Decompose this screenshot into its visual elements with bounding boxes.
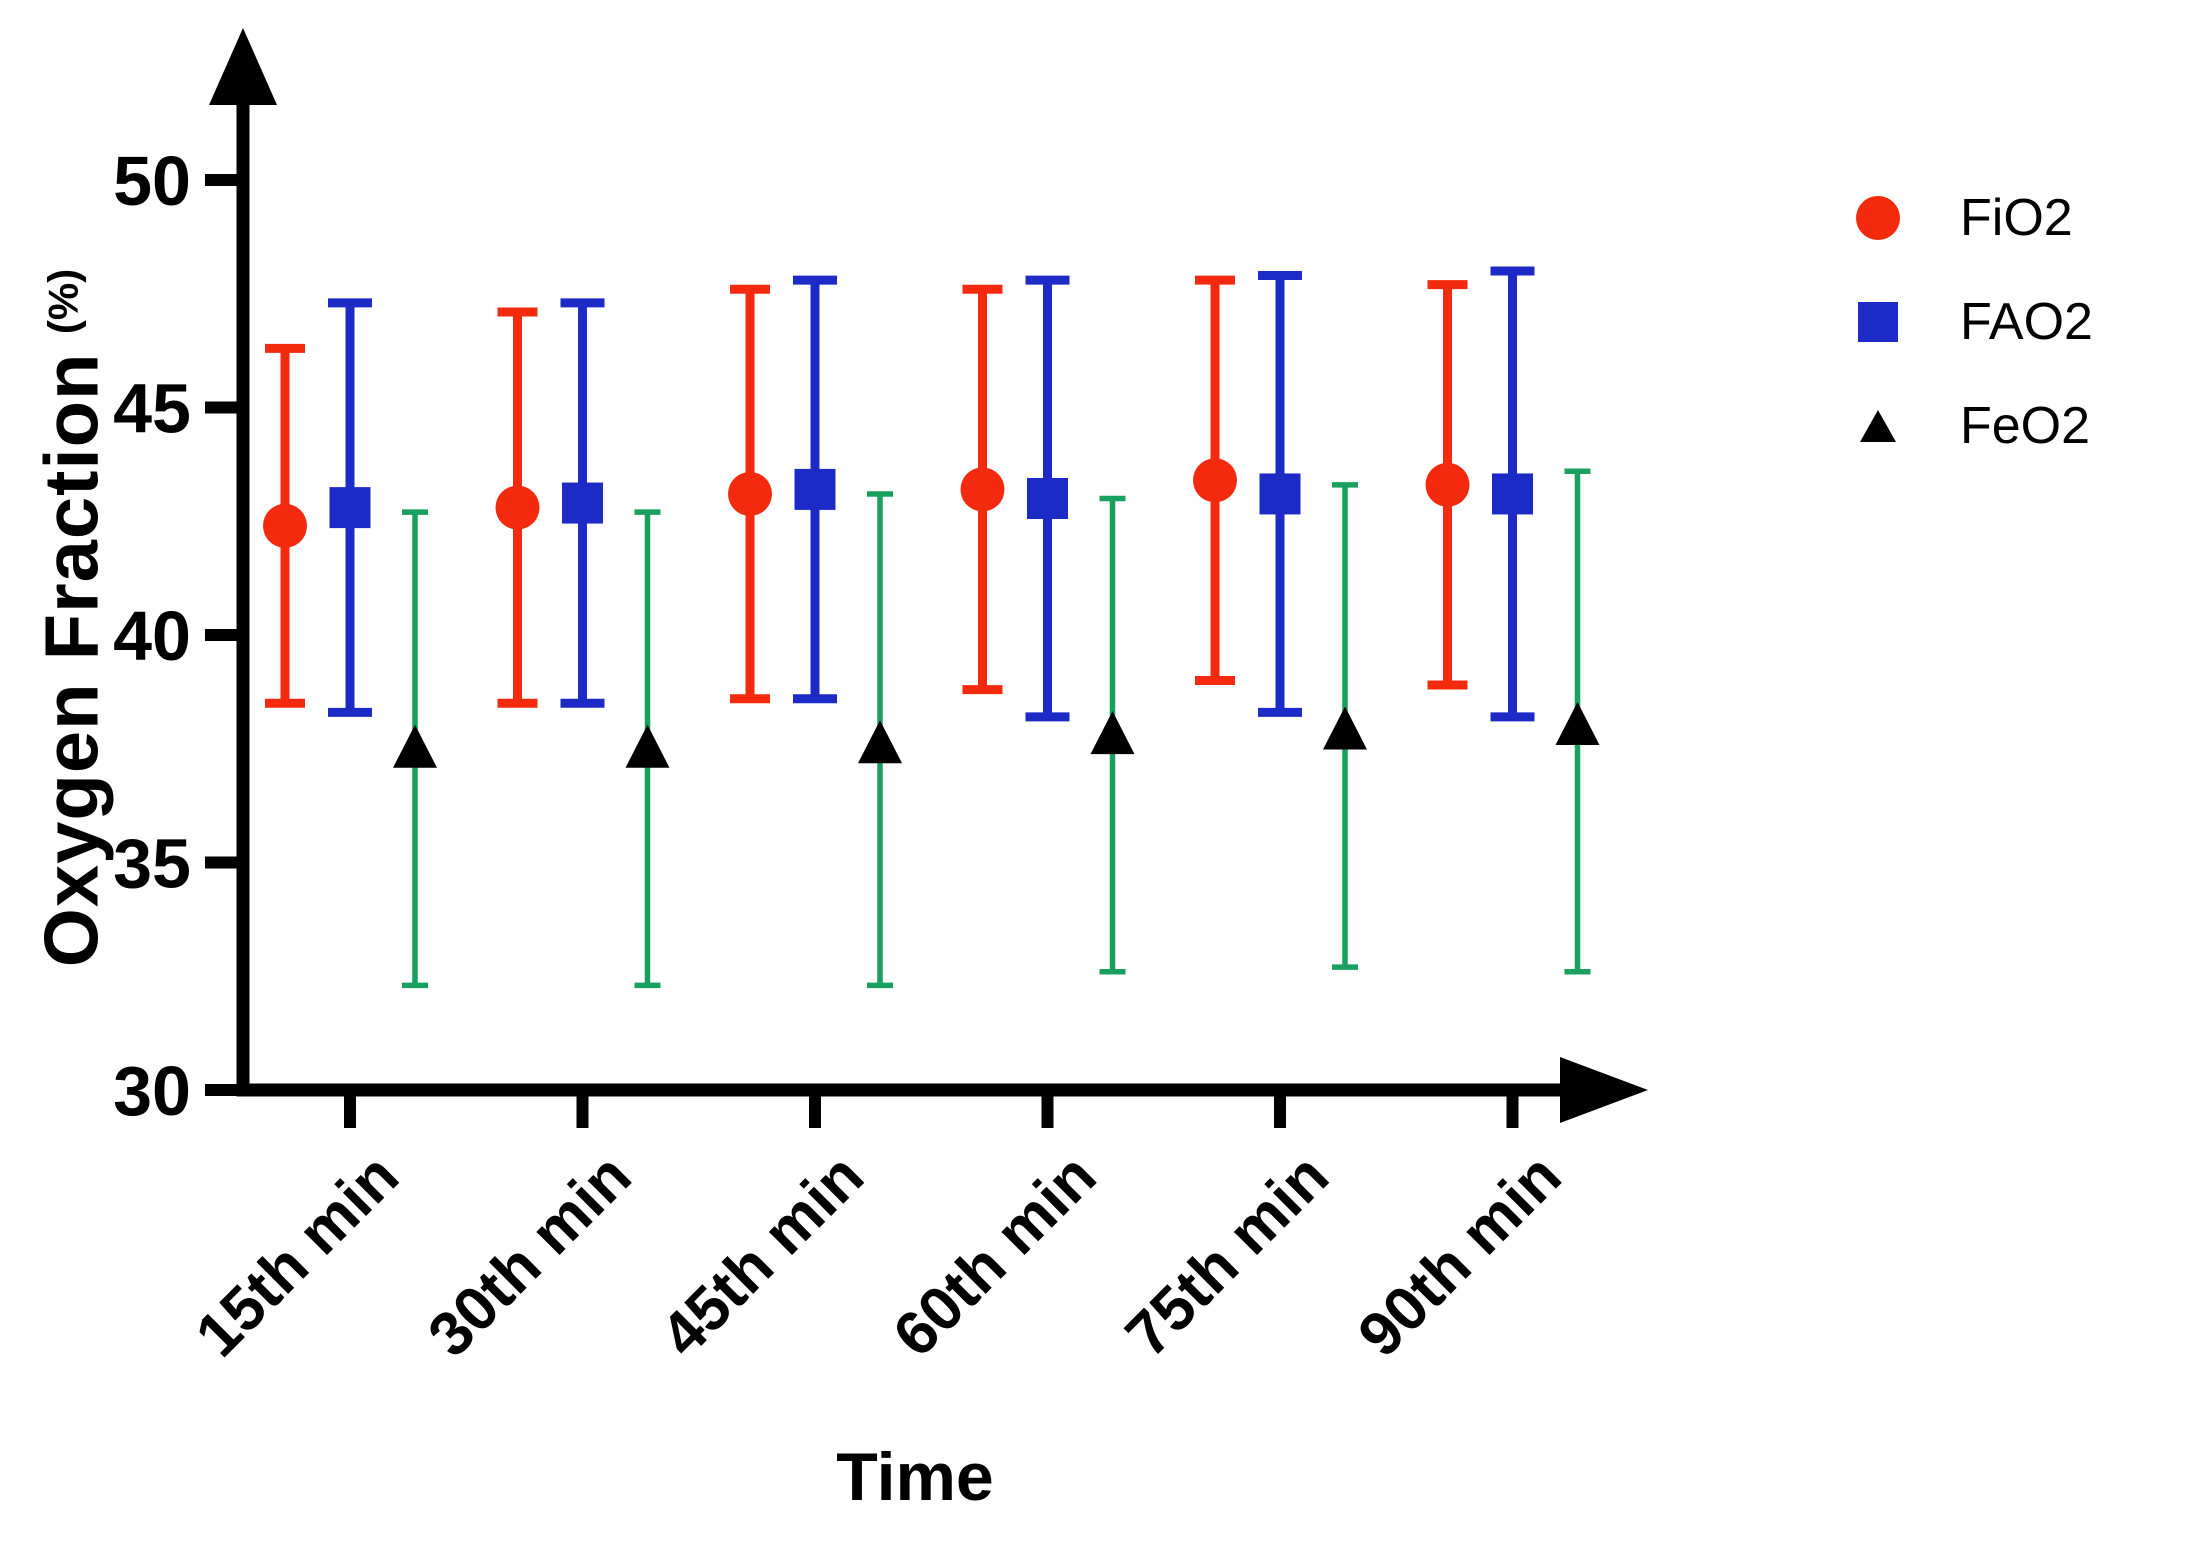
FeO2-marker	[1555, 702, 1600, 745]
legend: FiO2 FAO2 FeO2	[1838, 192, 2093, 452]
FAO2-marker	[1027, 478, 1068, 519]
FeO2-marker	[1323, 706, 1367, 750]
legend-label-feo2: FeO2	[1960, 397, 2091, 455]
y-axis-label: Oxygen Fraction (%)	[29, 269, 116, 967]
legend-item-fao2: FAO2	[1838, 296, 2093, 348]
y-tick-label: 30	[113, 1052, 191, 1130]
FiO2-marker	[960, 467, 1005, 512]
x-axis-arrowhead	[1560, 1057, 1648, 1123]
legend-label-fio2: FiO2	[1960, 189, 2073, 247]
FAO2-marker	[1259, 473, 1301, 515]
x-tick-label: 30th min	[415, 1141, 644, 1370]
x-tick-label: 75th min	[1113, 1141, 1342, 1370]
FiO2-marker	[728, 471, 772, 516]
FeO2-marker	[625, 724, 670, 768]
x-axis-title: Time	[836, 1439, 994, 1515]
x-tick-label: 45th min	[648, 1141, 877, 1370]
FeO2-marker	[393, 724, 437, 768]
y-tick-label: 40	[113, 597, 191, 675]
FeO2-marker	[1090, 711, 1135, 755]
x-tick-label: 90th min	[1345, 1141, 1574, 1370]
legend-label-fao2: FAO2	[1960, 293, 2093, 351]
fio2-circle-icon	[1838, 196, 1918, 240]
FiO2-marker	[1425, 462, 1470, 507]
FiO2-marker	[1193, 458, 1237, 503]
FAO2-marker	[794, 468, 836, 510]
legend-item-feo2: FeO2	[1838, 400, 2093, 452]
x-tick-label: 15th min	[183, 1141, 412, 1370]
y-axis-unit-text: (%)	[39, 268, 87, 335]
y-axis-label-text: Oxygen Fraction	[29, 352, 115, 968]
feo2-triangle-icon	[1838, 410, 1918, 442]
y-axis-arrowhead	[209, 28, 277, 105]
y-tick-label: 35	[113, 825, 191, 903]
FAO2-marker	[1492, 473, 1533, 515]
FAO2-marker	[562, 482, 603, 524]
y-tick-label: 50	[113, 142, 191, 220]
FiO2-marker	[495, 485, 540, 530]
FAO2-marker	[329, 487, 371, 529]
x-tick-label: 60th min	[880, 1141, 1109, 1370]
y-tick-label: 45	[113, 370, 191, 448]
FiO2-marker	[263, 503, 307, 548]
legend-item-fio2: FiO2	[1838, 192, 2093, 244]
fao2-square-icon	[1838, 302, 1918, 342]
FeO2-marker	[858, 720, 902, 764]
